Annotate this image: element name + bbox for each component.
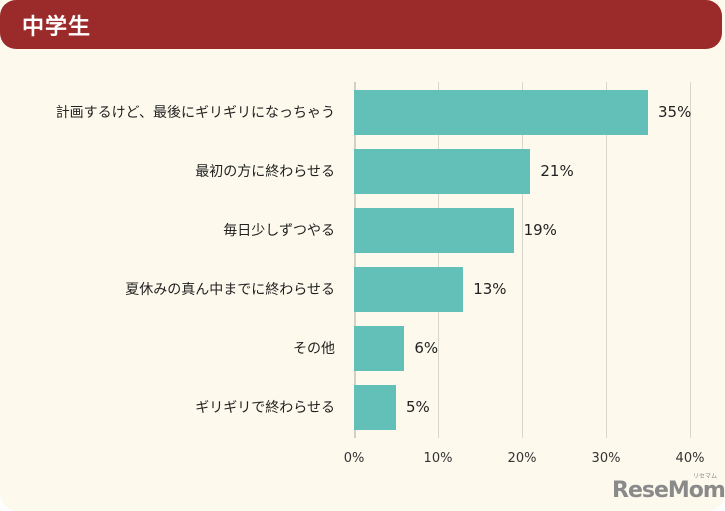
category-label: ギリギリで終わらせる [195, 400, 335, 416]
gridline-40 [690, 82, 691, 438]
logo-ruby: リセマム [693, 473, 718, 480]
page-title: 中学生 [22, 15, 92, 40]
category-label: 最初の方に終わらせる [195, 164, 335, 180]
gridline-30 [606, 82, 607, 438]
x-tick-label: 30% [591, 451, 621, 466]
x-tick-label: 0% [343, 451, 365, 466]
resemom-logo: ReseMom [612, 478, 725, 503]
bar-3 [354, 267, 464, 312]
value-label: 19% [523, 221, 557, 239]
y-axis-line [354, 82, 356, 438]
value-label: 5% [406, 398, 430, 416]
value-label: 21% [540, 162, 574, 180]
value-label: 35% [658, 103, 692, 121]
gridline-10 [438, 82, 439, 438]
plot-area: 35% 21% 19% 13% 6% 5% [354, 82, 694, 438]
header-bar: 中学生 [0, 0, 722, 49]
bar-4 [354, 326, 405, 371]
category-label: その他 [293, 341, 335, 357]
gridline-20 [522, 82, 523, 438]
x-tick-label: 20% [507, 451, 537, 466]
x-tick-label: 10% [423, 451, 453, 466]
bar-0 [354, 90, 648, 135]
bar-5 [354, 385, 396, 430]
value-label: 13% [473, 280, 507, 298]
category-label: 計画するけど、最後にギリギリになっちゃう [55, 105, 335, 121]
bar-1 [354, 149, 531, 194]
category-label: 夏休みの真ん中までに終わらせる [125, 282, 335, 298]
x-tick-label: 40% [675, 451, 705, 466]
bar-2 [354, 208, 514, 253]
value-label: 6% [414, 339, 439, 357]
category-label: 毎日少しずつやる [223, 223, 335, 239]
